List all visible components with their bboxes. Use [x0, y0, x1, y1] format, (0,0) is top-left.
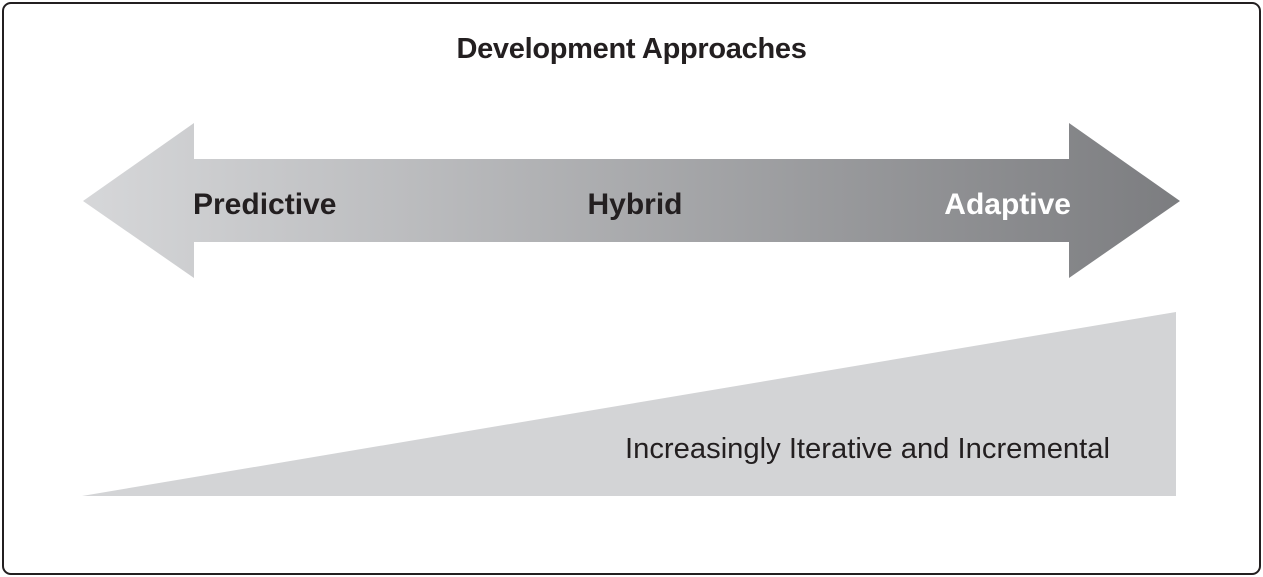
- predictive-label: Predictive: [193, 188, 336, 221]
- iterative-wedge: [82, 312, 1176, 496]
- adaptive-label: Adaptive: [944, 188, 1071, 221]
- diagram-title: Development Approaches: [456, 33, 807, 65]
- wedge-label: Increasingly Iterative and Incremental: [625, 433, 1110, 465]
- double-headed-arrow: [83, 123, 1180, 278]
- hybrid-label: Hybrid: [587, 188, 682, 221]
